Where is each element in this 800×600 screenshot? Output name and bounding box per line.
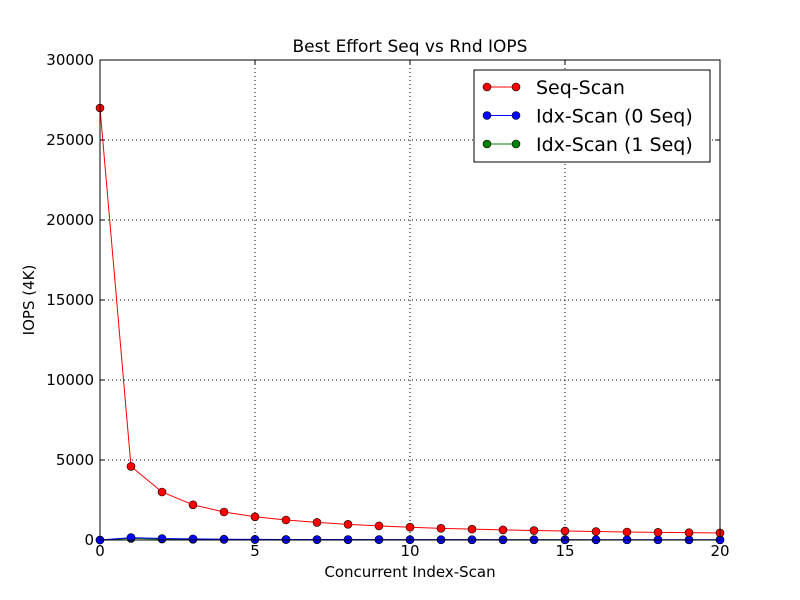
data-point bbox=[622, 527, 632, 537]
legend: Seq-Scan Idx-Scan (0 Seq) Idx-Scan (1 Seq) bbox=[473, 69, 711, 163]
legend-entry: Idx-Scan (0 Seq) bbox=[482, 106, 693, 128]
legend-label: Idx-Scan (1 Seq) bbox=[536, 134, 693, 156]
data-point bbox=[219, 507, 229, 517]
data-point bbox=[157, 487, 167, 497]
data-point bbox=[467, 524, 477, 534]
data-point bbox=[374, 521, 384, 531]
data-point bbox=[343, 520, 353, 529]
data-point bbox=[498, 525, 508, 535]
data-point bbox=[684, 528, 694, 537]
data-point bbox=[281, 535, 291, 544]
x-tick-label: 20 bbox=[710, 542, 729, 560]
legend-label: Idx-Scan (0 Seq) bbox=[536, 106, 693, 128]
y-tick-label: 10000 bbox=[46, 371, 94, 389]
data-point bbox=[312, 518, 322, 527]
y-tick-label: 0 bbox=[84, 531, 94, 549]
legend-entry: Seq-Scan bbox=[482, 77, 625, 99]
chart-title: Best Effort Seq vs Rnd IOPS bbox=[293, 37, 528, 57]
data-point bbox=[560, 526, 570, 536]
data-point bbox=[591, 527, 601, 536]
x-axis-label: Concurrent Index-Scan bbox=[324, 563, 495, 581]
data-point bbox=[250, 512, 260, 522]
data-point bbox=[126, 462, 136, 471]
x-tick-label: 0 bbox=[95, 542, 105, 560]
legend-marker bbox=[482, 139, 492, 149]
data-point bbox=[219, 534, 229, 544]
data-point bbox=[188, 500, 198, 510]
legend-entry: Idx-Scan (1 Seq) bbox=[482, 134, 693, 156]
axis-ticks: 0 5 10 15 20 0 5000 10000 15000 20000 25000 30000 bbox=[46, 51, 729, 560]
y-tick-label: 20000 bbox=[46, 211, 94, 229]
legend-marker bbox=[511, 82, 521, 92]
data-point bbox=[157, 534, 167, 543]
data-point bbox=[436, 524, 446, 533]
x-tick-label: 10 bbox=[400, 542, 419, 560]
legend-marker bbox=[511, 111, 521, 120]
y-tick-label: 15000 bbox=[46, 291, 94, 309]
x-tick-label: 15 bbox=[555, 542, 574, 560]
legend-label: Seq-Scan bbox=[536, 77, 625, 99]
series-1 bbox=[95, 103, 725, 538]
legend-marker bbox=[482, 111, 492, 120]
data-point bbox=[188, 534, 198, 544]
data-point bbox=[405, 522, 415, 532]
legend-marker bbox=[511, 139, 521, 149]
data-point bbox=[281, 515, 291, 525]
y-tick-label: 30000 bbox=[46, 51, 94, 69]
y-axis-label: IOPS (4K) bbox=[20, 265, 38, 336]
x-tick-label: 5 bbox=[250, 542, 260, 560]
y-tick-label: 25000 bbox=[46, 131, 94, 149]
y-tick-label: 5000 bbox=[56, 451, 94, 469]
legend-marker bbox=[482, 82, 492, 92]
data-point bbox=[653, 528, 663, 537]
data-point bbox=[529, 526, 539, 535]
